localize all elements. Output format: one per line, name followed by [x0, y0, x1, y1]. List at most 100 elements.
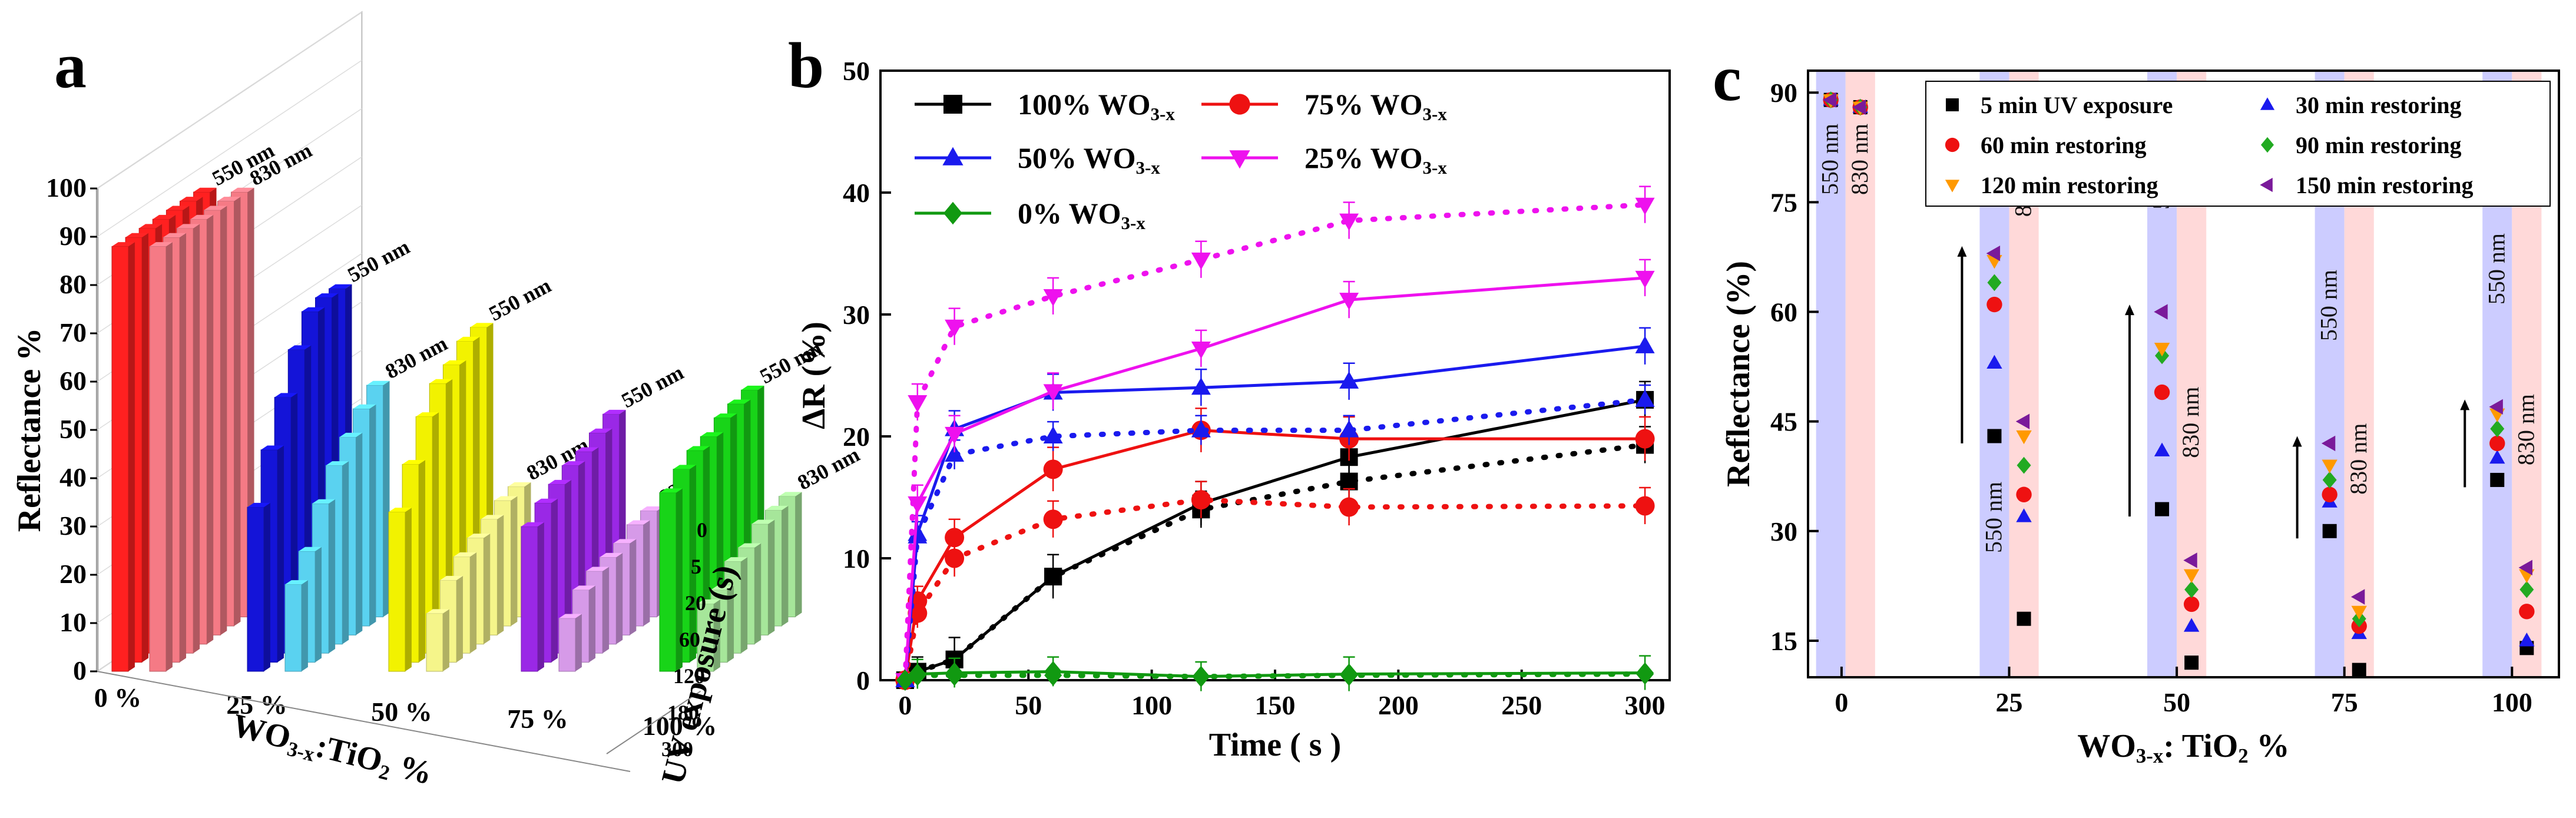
b-point-9-1	[908, 664, 926, 686]
a-bar-top-100-0-5	[727, 399, 751, 404]
a-bar-top-50-1-3	[467, 534, 491, 538]
c-point-830-2-3	[2184, 581, 2199, 598]
a-bar-top-0-1-6	[231, 187, 254, 192]
b-point-7-4	[1191, 252, 1211, 270]
a-bar-top-25-1-6	[366, 380, 390, 385]
a-bar-25-550-0	[247, 506, 264, 672]
c-point-550-1-1	[1986, 355, 2002, 369]
a-bar-top-75-0-5	[589, 428, 612, 433]
b-legend-label-0-sub: 3-x	[1151, 104, 1176, 124]
c-plot-frame	[1807, 69, 2560, 678]
b-y-axis-label: ΔR (%)	[796, 322, 832, 429]
a-bar-top-0-1-5	[217, 197, 241, 201]
c-arrow-head-3	[2292, 436, 2302, 447]
b-series-line-5	[902, 397, 1648, 683]
a-bar-top-0-1-3	[190, 214, 214, 220]
a-wl-label-25-550: 550 nm	[344, 235, 414, 287]
a-group-label-50: 50 %	[371, 697, 432, 727]
a-bar-top-25-1-0	[285, 580, 308, 585]
c-point-830-4-1	[2519, 632, 2535, 647]
b-point-6-6	[1635, 270, 1655, 289]
a-bar-top-75-0-3	[562, 461, 585, 466]
a-exposure-tick-300: 300	[661, 737, 693, 761]
c-y-tick-label: 15	[1770, 626, 1797, 656]
a-bar-side-100-1-5	[782, 505, 789, 626]
b-legend-marker-2	[942, 147, 963, 165]
a-bar-top-0-1-0	[150, 242, 173, 247]
a-bar-top-25-0-5	[315, 293, 339, 298]
a-bar-side-0-1-1	[180, 233, 187, 663]
a-bar-side-50-0-1	[419, 460, 426, 663]
c-legend-label-0: 5 min UV exposure	[1981, 92, 2173, 118]
a-bar-75-830-0	[558, 618, 576, 672]
a-bar-side-75-1-0	[575, 614, 582, 671]
b-series-line-3	[902, 497, 1648, 683]
a-bar-top-50-0-1	[402, 460, 426, 465]
c-x-axis-label-sub: 3-x	[2136, 744, 2164, 767]
a-bar-side-25-1-5	[369, 404, 376, 626]
a-bar-top-0-1-4	[204, 206, 227, 210]
a-exposure-tick-60: 60	[679, 628, 700, 651]
c-point-830-1-3	[2017, 456, 2031, 474]
a-bar-top-100-1-6	[779, 492, 802, 496]
a-y-tick-label: 90	[59, 221, 87, 251]
a-y-tick-label: 60	[59, 366, 87, 396]
a-bar-side-50-0-2	[432, 412, 439, 654]
b-x-tick-label: 150	[1255, 690, 1296, 720]
c-x-tick-label: 50	[2163, 687, 2190, 717]
b-x-tick-label: 300	[1625, 690, 1666, 720]
a-y-tick-label: 10	[59, 607, 87, 637]
c-point-830-2-5	[2183, 552, 2197, 568]
b-point-5-1	[908, 526, 928, 544]
c-legend-label-1: 30 min restoring	[2296, 92, 2461, 118]
c-point-550-3-3	[2322, 471, 2337, 489]
a-bar-top-50-0-3	[429, 379, 453, 383]
b-point-5-6	[1635, 389, 1655, 407]
b-series-line-4	[903, 345, 1647, 682]
a-bar-top-50-0-2	[416, 412, 439, 417]
c-point-830-3-0	[2352, 663, 2366, 677]
b-point-9-4	[1192, 665, 1210, 687]
c-point-830-0-5	[1852, 99, 1866, 115]
b-legend-marker-0	[943, 95, 962, 114]
a-bar-top-25-1-5	[353, 404, 376, 409]
c-wl-830-2: 830 nm	[2177, 387, 2204, 458]
c-point-830-3-5	[2350, 589, 2365, 605]
a-bar-side-0-1-2	[193, 224, 200, 654]
c-point-550-4-0	[2490, 472, 2505, 487]
b-x-tick-label: 100	[1131, 690, 1172, 720]
a-y-tick-label: 40	[59, 462, 87, 492]
a-bar-side-25-1-3	[342, 461, 349, 644]
b-x-tick-label: 200	[1378, 690, 1419, 720]
a-bar-top-100-0-2	[687, 446, 710, 451]
a-bar-side-25-0-1	[277, 445, 284, 663]
a-bar-top-50-1-4	[481, 515, 504, 519]
c-band-550-0	[1816, 71, 1846, 677]
c-legend-box	[1925, 81, 2551, 207]
c-x-axis-label: WO3-x: TiO2 %	[2077, 728, 2289, 767]
b-y-tick-label: 20	[843, 422, 870, 452]
a-bar-50-550-0	[388, 511, 406, 672]
c-point-550-3-4	[2322, 459, 2337, 473]
b-point-9-5	[1340, 664, 1358, 686]
b-legend-label-2-sub: 3-x	[1136, 157, 1161, 178]
b-point-5-5	[1339, 420, 1359, 438]
a-bar-side-0-0-1	[142, 233, 149, 663]
a-bar-side-100-1-0	[714, 599, 720, 671]
a-wl-label-75-550: 550 nm	[618, 360, 688, 412]
b-point-7-5	[1339, 213, 1359, 231]
a-bar-top-25-0-3	[288, 345, 312, 350]
a-bar-side-25-0-0	[264, 502, 270, 671]
c-arrow-head-2	[2125, 304, 2135, 316]
c-legend-marker-4	[1945, 180, 1960, 193]
c-legend-label-3: 90 min restoring	[2296, 132, 2461, 158]
b-point-6-4	[1191, 341, 1211, 359]
b-point-9-3	[1044, 664, 1062, 686]
a-bar-side-50-1-4	[497, 515, 504, 635]
a-grid-line	[97, 11, 362, 189]
a-bar-top-50-0-0	[389, 508, 412, 512]
b-point-4-5	[1339, 371, 1359, 389]
a-bar-side-75-1-5	[643, 520, 650, 626]
c-band-830-0	[1845, 71, 1875, 677]
